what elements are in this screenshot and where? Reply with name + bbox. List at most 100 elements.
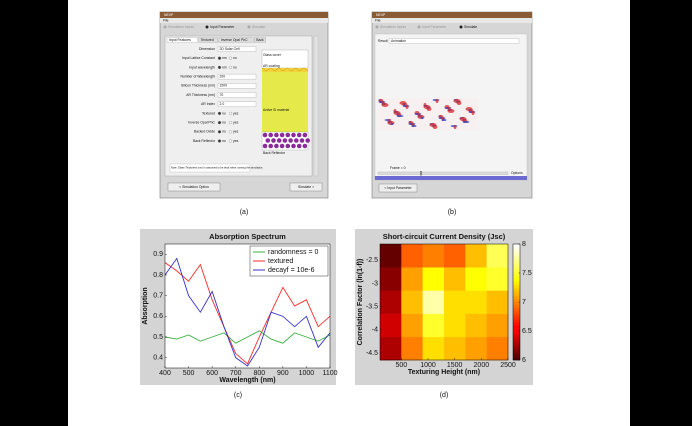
- radio[interactable]: [229, 140, 232, 143]
- field-blob: [454, 125, 457, 129]
- option-label: yes: [233, 111, 239, 115]
- heat-cell: [380, 267, 402, 291]
- field-blob: [421, 117, 424, 119]
- heat-cell: [380, 290, 402, 314]
- caption: (c): [234, 392, 242, 399]
- heat-cell: [487, 244, 509, 268]
- y-tick-label: 0.5: [153, 334, 163, 341]
- option-label: no: [222, 120, 226, 124]
- option-label: nm: [222, 65, 227, 69]
- y-tick-label: -4: [372, 327, 378, 334]
- step-dot: [206, 26, 209, 29]
- x-tick-label: 500: [183, 370, 195, 377]
- field-label: Dimension: [199, 47, 215, 51]
- heat-cell: [444, 337, 466, 361]
- chart-title: Absorption Spectrum: [209, 232, 286, 241]
- opal-sphere: [303, 133, 308, 138]
- radio[interactable]: [218, 112, 221, 115]
- layer-label: Glass cover: [263, 53, 282, 57]
- colorbar-step: [513, 285, 520, 288]
- radio[interactable]: [229, 57, 232, 60]
- heat-cell: [487, 267, 509, 291]
- colorbar-step: [513, 340, 520, 343]
- colorbar-step: [513, 293, 520, 296]
- field-blob: [397, 115, 404, 117]
- colorbar-step: [513, 244, 520, 247]
- step-dot: [248, 26, 251, 29]
- colorbar-step: [513, 319, 520, 322]
- caption: (d): [440, 392, 449, 399]
- step-dot: [460, 26, 463, 29]
- caption: (b): [448, 209, 457, 216]
- select-box[interactable]: [389, 39, 519, 44]
- field-value: 70: [220, 93, 224, 97]
- field-label: Inverse Opal PhC: [188, 120, 215, 124]
- caption: (a): [240, 209, 249, 216]
- x-tick-label: 500: [395, 362, 407, 369]
- heat-cell: [401, 337, 423, 361]
- step-dot: [164, 26, 167, 29]
- radio[interactable]: [229, 121, 232, 124]
- heat-cell: [380, 337, 402, 361]
- x-tick-label: 900: [277, 370, 289, 377]
- opal-sphere: [297, 144, 302, 149]
- option-label: no: [233, 65, 237, 69]
- opal-sphere: [283, 138, 288, 143]
- opal-sphere: [286, 144, 291, 149]
- x-tick-label: 800: [253, 370, 265, 377]
- option-label: no: [233, 56, 237, 60]
- heat-cell: [423, 314, 445, 338]
- x-tick-label: 600: [206, 370, 218, 377]
- window-title: NEXP: [164, 13, 174, 17]
- opal-sphere: [291, 144, 296, 149]
- heat-cell: [380, 244, 402, 268]
- result-value: Animation: [391, 39, 406, 43]
- colorbar-step: [513, 325, 520, 328]
- heat-cell: [380, 314, 402, 338]
- radio[interactable]: [218, 140, 221, 143]
- colorbar-step: [513, 305, 520, 308]
- radio[interactable]: [229, 66, 232, 69]
- button-label: < Input Parameter: [384, 186, 412, 190]
- input-box[interactable]: [218, 93, 256, 98]
- field-label: Back Reflector: [193, 139, 216, 143]
- field-label: Input wavelength: [189, 65, 215, 69]
- x-tick-label: 1500: [447, 362, 463, 369]
- field-label: Input Lattice Constant: [182, 56, 215, 60]
- legend-label: decayf = 10e-6: [268, 267, 315, 274]
- layer-label: Back Reflector: [263, 151, 286, 155]
- colorbar-step: [513, 308, 520, 311]
- opal-sphere: [271, 138, 276, 143]
- radio[interactable]: [218, 66, 221, 69]
- step-label: Simulation Inputs: [380, 25, 406, 29]
- colorbar-tick-label: 6.5: [522, 328, 532, 335]
- heat-cell: [465, 314, 487, 338]
- field-blob: [436, 99, 439, 103]
- tab-label: Inverse Opal PhC: [221, 38, 248, 42]
- option-label: nm: [222, 56, 227, 60]
- step-label: Simulation Inputs: [168, 25, 194, 29]
- field-value: 1500: [220, 84, 228, 88]
- colorbar-step: [513, 354, 520, 357]
- status-bar: [375, 176, 527, 180]
- radio[interactable]: [218, 57, 221, 60]
- radio[interactable]: [229, 112, 232, 115]
- colorbar-step: [513, 259, 520, 262]
- heat-cell: [444, 244, 466, 268]
- opal-sphere: [305, 138, 310, 143]
- opal-sphere: [280, 144, 285, 149]
- note: Note: Glass Thickness (nm) is assumed to…: [171, 166, 263, 170]
- colorbar-step: [513, 311, 520, 314]
- colorbar-tick-label: 7.5: [522, 270, 532, 277]
- colorbar-step: [513, 279, 520, 282]
- opal-sphere: [291, 133, 296, 138]
- step-label: Input Parameter: [422, 25, 447, 29]
- colorbar-step: [513, 331, 520, 334]
- colorbar-step: [513, 282, 520, 285]
- radio[interactable]: [229, 130, 232, 133]
- slider[interactable]: [378, 172, 508, 175]
- field-value: 2D Solar Cell: [220, 47, 240, 51]
- radio[interactable]: [218, 121, 221, 124]
- colorbar-step: [513, 264, 520, 267]
- radio[interactable]: [218, 130, 221, 133]
